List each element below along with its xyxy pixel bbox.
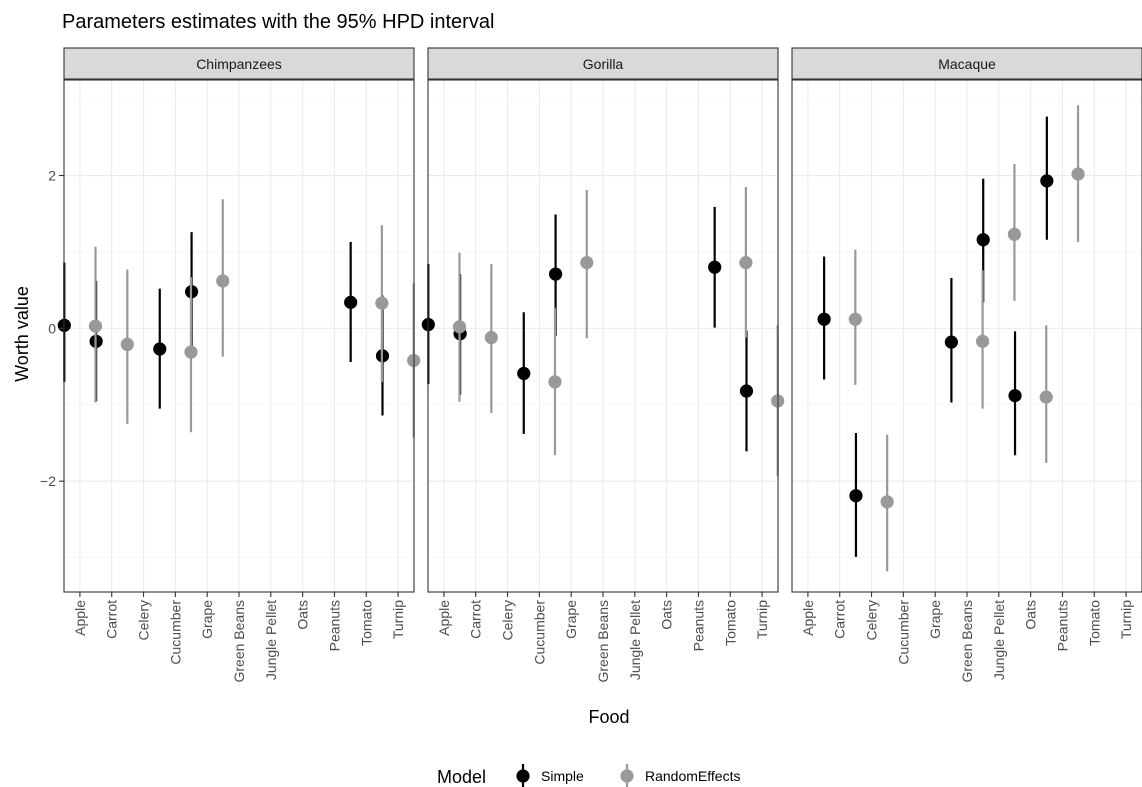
point-tomato-simple	[708, 260, 722, 274]
x-tick-label: Jungle Pellet	[263, 600, 279, 680]
point-carrot-simple	[817, 312, 831, 326]
point-grape-randomeffects	[580, 256, 594, 270]
legend-items: Simple RandomEffects	[516, 764, 740, 787]
x-tick-label: Apple	[800, 600, 816, 636]
x-tick-label: Cucumber	[167, 600, 183, 665]
x-tick-label: Grape	[563, 600, 579, 639]
point-jungle-pellet-randomeffects	[1007, 227, 1022, 241]
legend-item-randomeffects: RandomEffects	[620, 764, 740, 787]
point-cucumber-randomeffects	[184, 345, 198, 359]
legend-title: Model	[437, 767, 486, 787]
x-tick-label: Apple	[436, 600, 452, 636]
facet-gorilla: Gorilla Apple Carrot Celery Cucumber Grape Gre…	[421, 47, 785, 683]
point-apple-randomeffects	[452, 320, 467, 334]
x-tick-label: Peanuts	[326, 600, 342, 651]
x-tick-label: Celery	[864, 600, 880, 640]
facet-strip	[791, 47, 1142, 80]
point-oats-randomeffects	[1039, 390, 1053, 404]
y-tick-label: 0	[48, 320, 56, 336]
x-tick-label: Cucumber	[531, 600, 547, 665]
x-tick-label: Tomato	[722, 600, 738, 646]
facet-chimpanzees: Chimpanzees Apple Carrot Celery Cucumber Grap…	[40, 47, 421, 683]
x-tick-label: Turnip	[1118, 600, 1134, 639]
x-tick-label: Oats	[659, 600, 675, 630]
x-tick-label: Carrot	[468, 600, 484, 639]
point-cucumber-simple	[517, 366, 531, 381]
x-tick-label: Carrot	[832, 600, 848, 639]
point-cucumber-simple	[153, 342, 167, 356]
point-turnip-simple	[739, 384, 754, 398]
point-apple-randomeffects	[88, 319, 103, 333]
x-tick-label: Turnip	[754, 600, 770, 639]
x-tick-label: Grape	[199, 600, 215, 639]
y-tick-label: 2	[48, 168, 56, 184]
legend-key-point	[620, 769, 634, 783]
point-tomato-randomeffects	[739, 256, 753, 270]
point-green-beans-simple	[944, 335, 959, 349]
x-tick-label: Apple	[72, 600, 88, 636]
point-celery-randomeffects	[880, 495, 894, 509]
facet-strip-label: Chimpanzees	[196, 56, 282, 72]
x-tick-label: Peanuts	[1054, 600, 1070, 651]
point-carrot-randomeffects	[848, 312, 862, 326]
facet-strip-label: Macaque	[938, 56, 996, 72]
x-tick-label: Jungle Pellet	[991, 600, 1007, 680]
point-green-beans-randomeffects	[976, 334, 990, 348]
point-peanuts-randomeffects	[1071, 167, 1085, 181]
point-carrot-randomeffects	[120, 337, 134, 352]
chart-title: Parameters estimates with the 95% HPD in…	[62, 11, 494, 33]
facet-strip	[427, 47, 779, 80]
legend-label: RandomEffects	[645, 768, 740, 784]
x-tick-label: Peanuts	[690, 600, 706, 651]
x-tick-label: Oats	[295, 600, 311, 630]
legend: Model Simple RandomEffects	[437, 764, 740, 787]
facet-strip-label: Gorilla	[583, 56, 624, 72]
x-tick-label: Celery	[500, 600, 516, 640]
x-tick-label: Grape	[927, 600, 943, 639]
x-tick-label: Oats	[1023, 600, 1039, 630]
point-celery-simple	[849, 489, 863, 503]
x-axis-title: Food	[588, 707, 629, 727]
x-tick-label: Tomato	[1086, 600, 1102, 646]
point-jungle-pellet-simple	[976, 233, 990, 247]
point-grape-simple	[548, 267, 563, 281]
x-tick-label: Cucumber	[895, 600, 911, 665]
x-tick-label: Carrot	[104, 600, 120, 639]
x-tick-label: Green Beans	[231, 600, 247, 683]
x-tick-label: Green Beans	[595, 600, 611, 683]
x-tick-label: Jungle Pellet	[627, 600, 643, 680]
x-tick-label: Celery	[136, 600, 152, 640]
point-cucumber-randomeffects	[548, 375, 562, 389]
facet-macaque: Macaque Apple Carrot Celery Cucumber Grape Gre…	[791, 47, 1142, 683]
y-tick-label: −2	[40, 473, 56, 489]
point-tomato-simple	[344, 295, 358, 309]
point-oats-simple	[1008, 389, 1022, 403]
facet-panels: Chimpanzees Apple Carrot Celery Cucumber Grap…	[40, 47, 1142, 683]
point-tomato-randomeffects	[375, 296, 389, 310]
legend-item-simple: Simple	[516, 764, 584, 787]
x-tick-label: Turnip	[390, 600, 406, 639]
point-grape-randomeffects	[216, 274, 230, 288]
x-tick-label: Tomato	[358, 600, 374, 646]
legend-label: Simple	[541, 768, 584, 784]
facet-strip	[63, 47, 415, 80]
legend-key-point	[516, 769, 530, 783]
point-peanuts-simple	[1040, 174, 1054, 188]
x-tick-label: Green Beans	[959, 600, 975, 683]
point-carrot-randomeffects	[484, 330, 498, 345]
y-axis-title: Worth value	[12, 286, 32, 382]
